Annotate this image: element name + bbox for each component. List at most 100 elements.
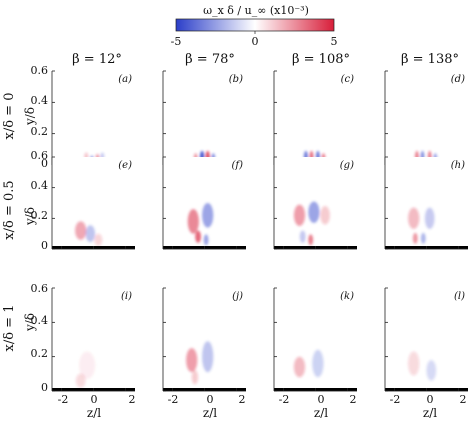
y-tick-r3-0.6: 0.6 [31,282,49,295]
panel-background [385,71,468,165]
y-tick-r1-0.6: 0.6 [31,64,49,77]
panel-label-b: (b) [229,74,243,85]
vorticity-field [293,201,330,246]
negative-vortex [424,207,435,229]
colorbar-tick-zero: 0 [252,35,259,48]
x-tick-c3-2: 2 [350,393,357,406]
y-axes: y/δ y/δ y/δ 0 0.2 0.4 0.6 0 0.2 0.4 0.6 … [23,64,48,394]
positive-vortex [320,206,330,225]
y-axis-label-1: y/δ [23,107,37,126]
x-tick-c3-m2: -2 [279,393,290,406]
panel-background [274,71,357,165]
vorticity-field [408,207,435,244]
panel-axes [162,287,246,392]
heatmap-panel-e: (e) [51,156,135,250]
panel-label-h: (h) [451,160,465,171]
y-axis-label-2: y/δ [23,207,37,226]
panel-label-e: (e) [118,160,132,171]
heatmap-panel-h: (h) [384,156,468,250]
heatmap-panel-j: (j) [162,287,246,392]
panel-background [163,288,246,391]
vorticity-field [408,351,437,381]
panel-label-j: (j) [232,291,243,302]
column-header-1: β = 12° [72,52,122,67]
heatmap-panel-l: (l) [384,287,468,392]
y-tick-r2-0.4: 0.4 [31,179,49,192]
panel-background [385,288,468,391]
panel-label-c: (c) [341,74,355,85]
x-tick-c2-m2: -2 [168,393,179,406]
panel-background [163,71,246,165]
panel-axes [384,287,468,392]
panel-grid: (a) (b) (c) (d) (e) (f) (g) (h) (i) (j) (k) (l) [51,70,468,392]
positive-vortex [191,370,199,385]
panel-label-k: (k) [340,291,354,302]
positive-vortex [412,232,418,244]
column-header-3: β = 108° [292,52,350,67]
heatmap-panel-c: (c) [273,70,357,166]
panel-axes [51,287,135,392]
row-labels: x/δ = 0 x/δ = 0.5 x/δ = 1 [2,93,17,352]
y-tick-r3-0: 0 [41,381,48,394]
positive-vortex [293,204,306,226]
colorbar: ω_x δ / u_∞ (x10⁻³) -5 0 5 [171,4,338,48]
column-header-2: β = 78° [185,52,235,67]
x-tick-c2-0: 0 [207,393,214,406]
x-tick-c4-0: 0 [427,393,434,406]
vorticity-field [75,221,103,246]
panel-label-i: (i) [121,291,132,302]
x-axis-label-1: z/l [87,406,101,420]
panel-axes [273,156,357,250]
heatmap-panel-i: (i) [51,287,135,392]
panel-background [385,157,468,249]
negative-vortex [202,203,214,228]
y-tick-r3-0.4: 0.4 [31,314,49,327]
vorticity-field [75,351,96,388]
y-tick-r2-0.2: 0.2 [31,209,49,222]
panel-axes [51,156,135,250]
positive-vortex [79,351,96,379]
x-tick-c1-2: 2 [129,393,136,406]
y-tick-r3-0.2: 0.2 [31,347,49,360]
heatmap-panel-g: (g) [273,156,357,250]
vorticity-field [186,341,214,385]
positive-vortex [75,221,87,240]
positive-vortex [186,348,198,373]
panel-label-d: (d) [451,74,465,85]
heatmap-panel-b: (b) [162,70,246,166]
x-tick-c3-0: 0 [318,393,325,406]
panel-axes [273,287,357,392]
positive-vortex [75,373,86,388]
x-tick-c2-2: 2 [239,393,246,406]
positive-vortex [308,234,314,246]
negative-vortex [85,225,96,243]
positive-vortex [293,356,306,378]
heatmap-panel-f: (f) [162,156,246,250]
x-axis-label-3: z/l [314,406,328,420]
negative-vortex [420,232,426,244]
positive-vortex [94,233,103,246]
positive-vortex [195,230,202,243]
negative-vortex [308,201,320,223]
x-axis-label-4: z/l [423,406,437,420]
panel-axes [162,156,246,250]
y-tick-r1-0.2: 0.2 [31,125,49,138]
colorbar-tick-min: -5 [171,35,182,48]
heatmap-panel-a: (a) [51,70,135,166]
x-axis-label-2: z/l [203,406,217,420]
row-label-1: x/δ = 0 [2,93,17,140]
colorbar-label: ω_x δ / u_∞ (x10⁻³) [203,4,309,17]
panel-axes [384,156,468,250]
x-tick-c4-m2: -2 [390,393,401,406]
x-tick-c4-2: 2 [460,393,467,406]
row-label-3: x/δ = 1 [2,305,17,352]
positive-vortex [408,207,420,229]
negative-vortex [312,349,324,378]
heatmap-panel-d: (d) [384,70,468,166]
colorbar-gradient [175,18,335,32]
y-tick-r2-0: 0 [41,239,48,252]
x-tick-c1-m2: -2 [58,393,69,406]
y-tick-r1-0: 0 [41,157,48,170]
y-tick-r1-0.4: 0.4 [31,94,49,107]
